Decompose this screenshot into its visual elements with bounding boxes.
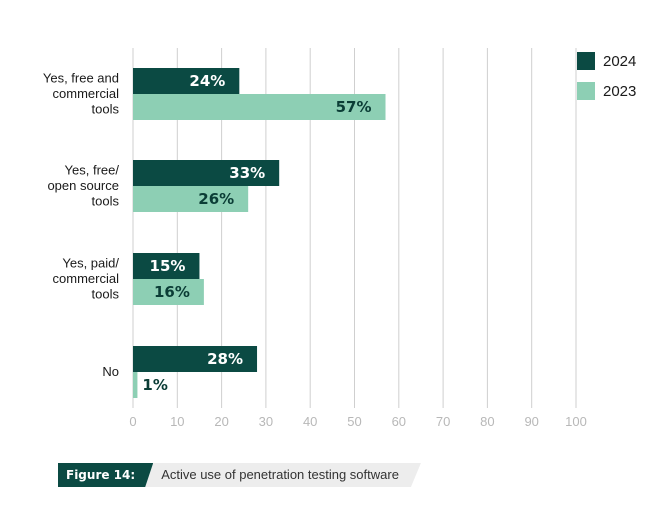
bar-2023-1: [133, 186, 249, 212]
x-tick-label-30: 30: [259, 414, 273, 429]
bar-chart: 0 10 20 30 40 50 60 70 80 90 100 24% 57% Yes, free an…: [43, 48, 636, 429]
category-label-3: No: [102, 364, 119, 379]
data-label-2024-1: 33%: [229, 164, 265, 182]
data-label-2023-1: 26%: [198, 190, 234, 208]
x-tick-label-50: 50: [347, 414, 361, 429]
data-label-2024-3: 28%: [207, 350, 243, 368]
bar-2024-0: [133, 68, 240, 94]
x-tick-label-80: 80: [480, 414, 494, 429]
x-tick-label-0: 0: [129, 414, 136, 429]
bar-2023-2: [133, 279, 204, 305]
data-label-2023-0: 57%: [336, 98, 372, 116]
bar-2024-3: [133, 346, 258, 372]
legend-label-2024: 2024: [603, 53, 636, 70]
figure-title: Active use of penetration testing softwa…: [143, 463, 421, 487]
legend-swatch-2023: [577, 82, 595, 100]
x-tick-label-60: 60: [392, 414, 406, 429]
bar-2023-0: [133, 94, 386, 120]
data-label-2023-3: 1%: [142, 376, 167, 394]
x-tick-label-70: 70: [436, 414, 450, 429]
figure-label: Figure 14:: [58, 463, 153, 487]
x-tick-label-90: 90: [524, 414, 538, 429]
legend-label-2023: 2023: [603, 83, 636, 100]
bar-2024-1: [133, 160, 280, 186]
data-label-2023-2: 16%: [154, 283, 190, 301]
category-label-1: Yes, free/open source tools: [47, 163, 119, 209]
x-tick-label-10: 10: [170, 414, 184, 429]
legend-swatch-2024: [577, 52, 595, 70]
x-tick-label-20: 20: [214, 414, 228, 429]
data-label-2024-0: 24%: [189, 72, 225, 90]
category-label-0: Yes, free and commercial tools: [43, 71, 120, 117]
data-label-2024-2: 15%: [150, 257, 186, 275]
x-tick-label-100: 100: [565, 414, 587, 429]
x-tick-label-40: 40: [303, 414, 317, 429]
category-label-2: Yes, paid/commercial tools: [53, 256, 120, 302]
figure-caption: Figure 14: Active use of penetration tes…: [58, 463, 421, 487]
bar-2024-2: [133, 253, 200, 279]
bar-2023-3: [133, 372, 138, 398]
